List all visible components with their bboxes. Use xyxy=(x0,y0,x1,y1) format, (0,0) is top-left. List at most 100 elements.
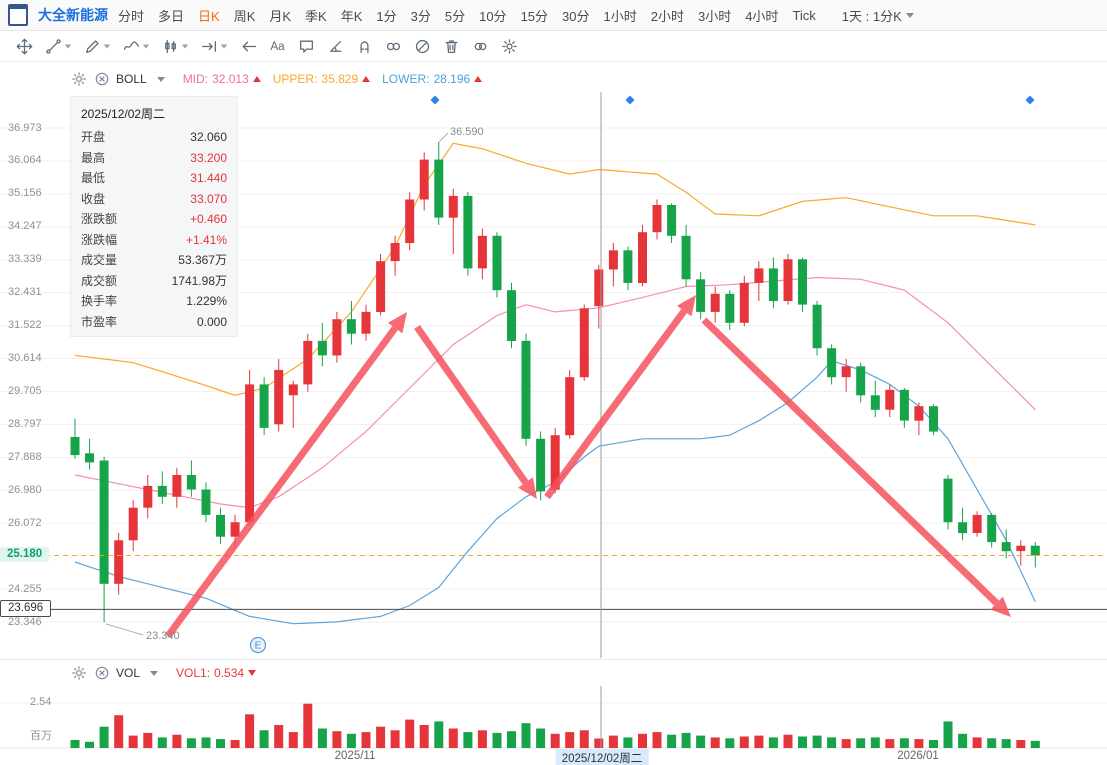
trend-arrow-drawing[interactable] xyxy=(701,317,1000,606)
trend-arrow-head xyxy=(518,477,537,499)
tooltip-row: 最低 31.440 xyxy=(71,168,237,189)
price-lines xyxy=(0,555,1107,610)
boll-remove-icon[interactable] xyxy=(93,71,110,88)
event-diamond-marker[interactable] xyxy=(430,95,440,105)
undo-tool-icon xyxy=(242,41,257,52)
tab-周K[interactable]: 周K xyxy=(233,8,256,24)
vol-settings-gear-icon[interactable] xyxy=(70,665,87,682)
brush-tool[interactable] xyxy=(82,37,113,56)
delete-drawings-tool[interactable] xyxy=(441,37,462,56)
compare-tool-icon xyxy=(474,42,487,51)
tooltip-row-value: 33.070 xyxy=(190,191,227,206)
low-price-label: 23.340 xyxy=(146,630,180,642)
tab-1小时[interactable]: 1小时 xyxy=(603,8,637,24)
tooltip-row-value: +0.460 xyxy=(189,212,227,226)
delete-drawings-tool-icon xyxy=(445,40,458,53)
tooltip-row-value: 32.060 xyxy=(190,130,227,144)
window-icon[interactable] xyxy=(8,4,28,26)
vol-remove-icon[interactable] xyxy=(93,665,110,682)
y-axis-label: 27.888 xyxy=(8,450,42,463)
angle-tool-icon xyxy=(330,41,342,52)
tab-分时[interactable]: 分时 xyxy=(118,8,145,24)
custom-period-label: 1天 : 1分K xyxy=(841,8,902,24)
trend-arrow-drawing[interactable] xyxy=(414,324,529,485)
trend-arrow-head xyxy=(676,295,696,317)
tooltip-row-label: 涨跌幅 xyxy=(81,232,118,247)
tab-3小时[interactable]: 3小时 xyxy=(697,8,732,24)
event-diamond-marker[interactable] xyxy=(1025,95,1035,105)
gear-icon xyxy=(71,666,86,680)
tab-10分[interactable]: 10分 xyxy=(479,8,507,24)
boll-settings-gear-icon[interactable] xyxy=(70,71,87,88)
undo-tool[interactable] xyxy=(238,37,259,56)
comment-tool[interactable] xyxy=(296,37,317,56)
hide-drawings-tool-icon xyxy=(415,39,430,54)
comment-tool-icon xyxy=(300,40,313,53)
volume-axis-max: 2.54 xyxy=(30,696,52,708)
settings-gear[interactable] xyxy=(499,37,520,56)
close-icon xyxy=(95,666,108,680)
tooltip-row: 收盘 33.070 xyxy=(71,189,237,210)
y-axis-label: 29.705 xyxy=(8,384,42,397)
boll-value-lower: LOWER: 28.196 xyxy=(382,72,483,86)
tab-5分[interactable]: 5分 xyxy=(444,8,466,24)
tooltip-row-label: 成交量 xyxy=(81,253,118,267)
tooltip-row: 开盘 32.060 xyxy=(71,127,237,148)
tab-2小时[interactable]: 2小时 xyxy=(650,8,684,24)
tab-15分[interactable]: 15分 xyxy=(520,8,549,24)
angle-tool[interactable] xyxy=(325,37,346,56)
trend-arrow-drawing[interactable] xyxy=(544,309,687,500)
boll-value-mid: MID: 32.013 xyxy=(183,72,261,86)
trendline-tool[interactable] xyxy=(43,37,74,56)
text-tool[interactable]: Aa xyxy=(267,37,288,56)
tooltip-date: 2025/12/02周二 xyxy=(81,107,166,121)
link-tool[interactable] xyxy=(383,37,404,56)
boll-value-number: 35.829 xyxy=(321,72,359,86)
move-tool-icon xyxy=(16,38,33,55)
vol-indicator-name[interactable]: VOL xyxy=(116,666,141,680)
measure-tool[interactable] xyxy=(199,37,230,56)
trend-arrow-drawing[interactable] xyxy=(165,326,398,639)
chevron-down-icon xyxy=(181,44,189,49)
triangle-up-icon xyxy=(252,76,261,82)
custom-period-selector[interactable]: 1天 : 1分K xyxy=(842,6,914,25)
boll-value-label: LOWER: xyxy=(382,72,430,86)
timeframe-tabs: 分时 多日 日K 周K 月K 季K 年K 1分 3分 5分 10分 15分 30分 1小时 2小时 3小时 4小… xyxy=(118,6,816,25)
stock-name[interactable]: 大全新能源 xyxy=(38,7,108,23)
settings-gear-icon xyxy=(502,39,517,54)
tab-Tick[interactable]: Tick xyxy=(792,7,816,23)
wave-tool[interactable] xyxy=(121,37,152,56)
drawing-toolbar: Aa xyxy=(0,32,1107,62)
boll-value-upper: UPPER: 35.829 xyxy=(273,72,371,86)
vol1-label: VOL1: xyxy=(176,666,211,680)
triangle-up-icon xyxy=(474,76,483,82)
extreme-price-labels: 36.590 23.340 xyxy=(105,126,484,642)
magnet-tool[interactable] xyxy=(354,37,375,56)
tab-1分[interactable]: 1分 xyxy=(376,8,397,24)
chevron-down-icon[interactable] xyxy=(150,670,159,676)
tooltip-row: 市盈率 0.000 xyxy=(71,312,237,333)
vol-indicator-row: VOL VOL1: 0.534 xyxy=(70,663,257,683)
event-diamond-marker[interactable] xyxy=(625,95,635,105)
link-tool-icon xyxy=(386,42,401,51)
earnings-badge[interactable] xyxy=(249,636,267,654)
tab-4小时[interactable]: 4小时 xyxy=(745,8,779,24)
hide-drawings-tool[interactable] xyxy=(412,37,433,56)
tooltip-row: 涨跌幅 +1.41% xyxy=(71,230,237,251)
tab-月K[interactable]: 月K xyxy=(269,8,292,24)
tab-季K[interactable]: 季K xyxy=(305,8,327,24)
drawn-line-price-tag: 23.696 xyxy=(0,600,52,618)
tab-日K[interactable]: 日K xyxy=(198,8,220,24)
tab-年K[interactable]: 年K xyxy=(340,8,363,24)
pattern-tool[interactable] xyxy=(160,37,191,56)
tab-多日[interactable]: 多日 xyxy=(158,8,185,24)
tab-3分[interactable]: 3分 xyxy=(410,8,431,24)
compare-tool[interactable] xyxy=(470,37,491,56)
tab-30分[interactable]: 30分 xyxy=(562,8,590,24)
move-tool[interactable] xyxy=(14,37,35,56)
y-axis-label: 26.072 xyxy=(8,516,42,529)
chevron-down-icon[interactable] xyxy=(156,76,165,82)
boll-indicator-name[interactable]: BOLL xyxy=(116,72,147,86)
